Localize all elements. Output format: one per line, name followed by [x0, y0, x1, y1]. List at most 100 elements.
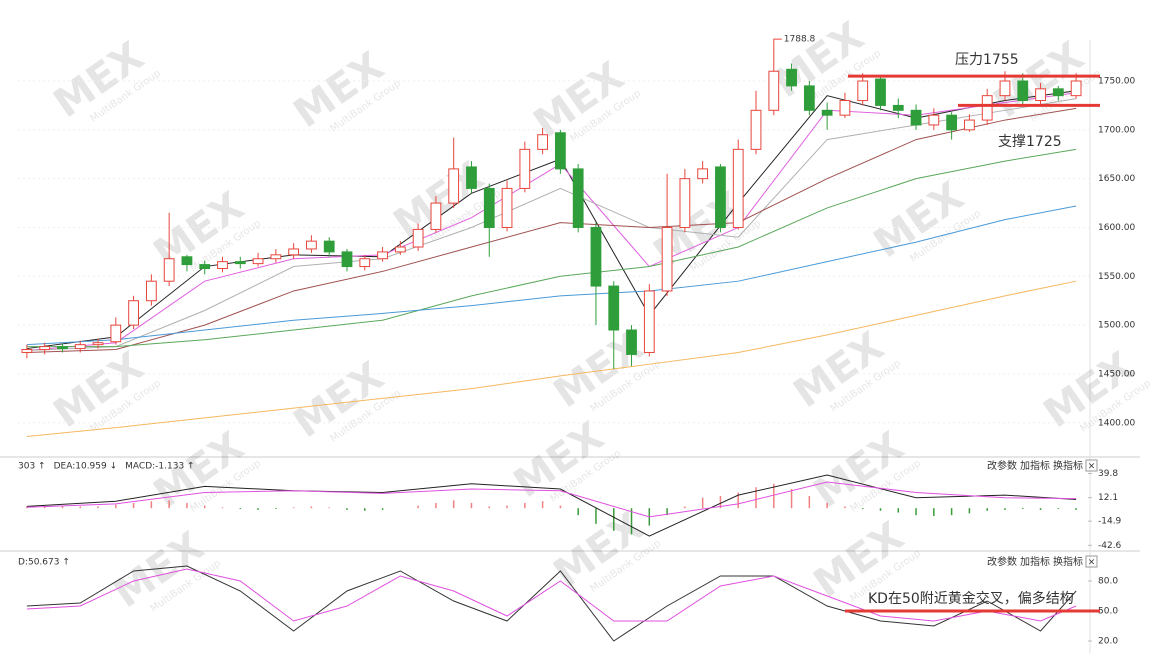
candle-body: [199, 264, 211, 269]
indicator-line: [26, 280, 1077, 437]
indicator-button[interactable]: 加指标: [1020, 459, 1050, 472]
candle-body: [732, 148, 744, 228]
y-tick-label: 80.0: [1098, 577, 1118, 587]
y-tick-label: 1500.00: [1098, 321, 1135, 331]
candle-body: [981, 95, 993, 121]
indicator-button[interactable]: 加指标: [1020, 555, 1050, 568]
candle-body: [786, 68, 797, 87]
candle-body: [57, 346, 68, 350]
candle-body: [1052, 88, 1064, 97]
candle-body: [697, 168, 709, 180]
indicator-line: [26, 565, 1077, 642]
candle-body: [1035, 88, 1046, 102]
candle-body: [21, 349, 33, 353]
candle-body: [892, 104, 904, 111]
candle-body: [323, 240, 335, 253]
close-button[interactable]: ×: [1088, 558, 1096, 568]
candle-body: [803, 85, 815, 111]
level-label: 压力1755: [955, 52, 1019, 68]
y-tick-label: 20.0: [1098, 637, 1118, 647]
indicator-line: [26, 205, 1077, 346]
candle-body: [999, 80, 1011, 97]
close-box[interactable]: [1085, 555, 1098, 568]
candle-body: [501, 187, 513, 228]
candle-body: [608, 285, 620, 331]
level-label: 支撑1725: [998, 134, 1062, 150]
candle-body: [466, 166, 477, 189]
y-tick-label: 50.0: [1098, 607, 1118, 617]
y-tick-label: 1550.00: [1098, 272, 1135, 282]
high-marker: [773, 38, 782, 44]
y-tick-label: 1700.00: [1098, 125, 1135, 135]
candle-body: [875, 78, 886, 106]
candle-body: [661, 226, 673, 292]
close-box[interactable]: [1085, 459, 1098, 472]
candle-body: [181, 256, 193, 266]
candle-body: [74, 344, 86, 350]
close-button[interactable]: ×: [1088, 462, 1096, 472]
y-tick-label: 1600.00: [1098, 223, 1135, 233]
candle-body: [643, 290, 655, 353]
candle-body: [910, 109, 922, 126]
candle-body: [1017, 80, 1029, 102]
level-label: KD在50附近黄金交叉，偏多结构: [868, 590, 1074, 607]
candle-body: [270, 254, 282, 260]
indicator-button[interactable]: 改参数: [987, 555, 1017, 568]
indicator-button[interactable]: 换指标: [1053, 555, 1083, 568]
candle-body: [92, 342, 104, 346]
indicator-header: DEA:10.959 ↓: [54, 462, 118, 472]
candle-body: [519, 148, 531, 189]
indicator-line: [26, 481, 1077, 518]
candle-body: [821, 109, 833, 116]
candle-body: [555, 132, 566, 170]
candle-body: [394, 246, 406, 253]
candle-body: [412, 228, 424, 248]
candle-body: [341, 251, 353, 268]
y-tick-label: 12.1: [1098, 493, 1118, 503]
candle-body: [359, 258, 371, 268]
candle-body: [715, 166, 726, 228]
y-tick-label: 1400.00: [1098, 418, 1135, 428]
candle-body: [483, 187, 495, 228]
candle-body: [217, 261, 228, 269]
candle-body: [39, 346, 51, 351]
candle-body: [128, 300, 139, 326]
candle-body: [750, 109, 762, 150]
y-tick-label: 1650.00: [1098, 174, 1135, 184]
y-tick-label: 39.8: [1098, 469, 1118, 479]
candle-body: [377, 251, 388, 260]
indicator-button[interactable]: 换指标: [1053, 459, 1083, 472]
y-tick-label: 1450.00: [1098, 369, 1135, 379]
candle-body: [946, 114, 958, 131]
candle-body: [163, 258, 175, 282]
candle-body: [768, 70, 780, 111]
indicator-line: [26, 148, 1077, 348]
candle-body: [145, 280, 157, 302]
candle-body: [839, 100, 851, 116]
candle-body: [928, 114, 940, 126]
indicator-header: 303 ↑: [18, 462, 46, 472]
candle-body: [288, 248, 300, 256]
y-tick-label: -14.9: [1098, 517, 1122, 527]
y-tick-label: 1750.00: [1098, 77, 1135, 87]
candle-body: [430, 202, 442, 230]
indicator-button[interactable]: 改参数: [987, 459, 1017, 472]
candle-body: [110, 324, 122, 343]
candle-body: [537, 134, 548, 150]
candle-body: [626, 329, 637, 355]
candle-body: [590, 226, 602, 287]
candle-body: [857, 80, 869, 102]
y-tick-label: -42.6: [1098, 541, 1122, 551]
indicator-header: D:50.673 ↑: [18, 558, 70, 568]
indicator-header: MACD:-1.133 ↑: [125, 462, 194, 472]
